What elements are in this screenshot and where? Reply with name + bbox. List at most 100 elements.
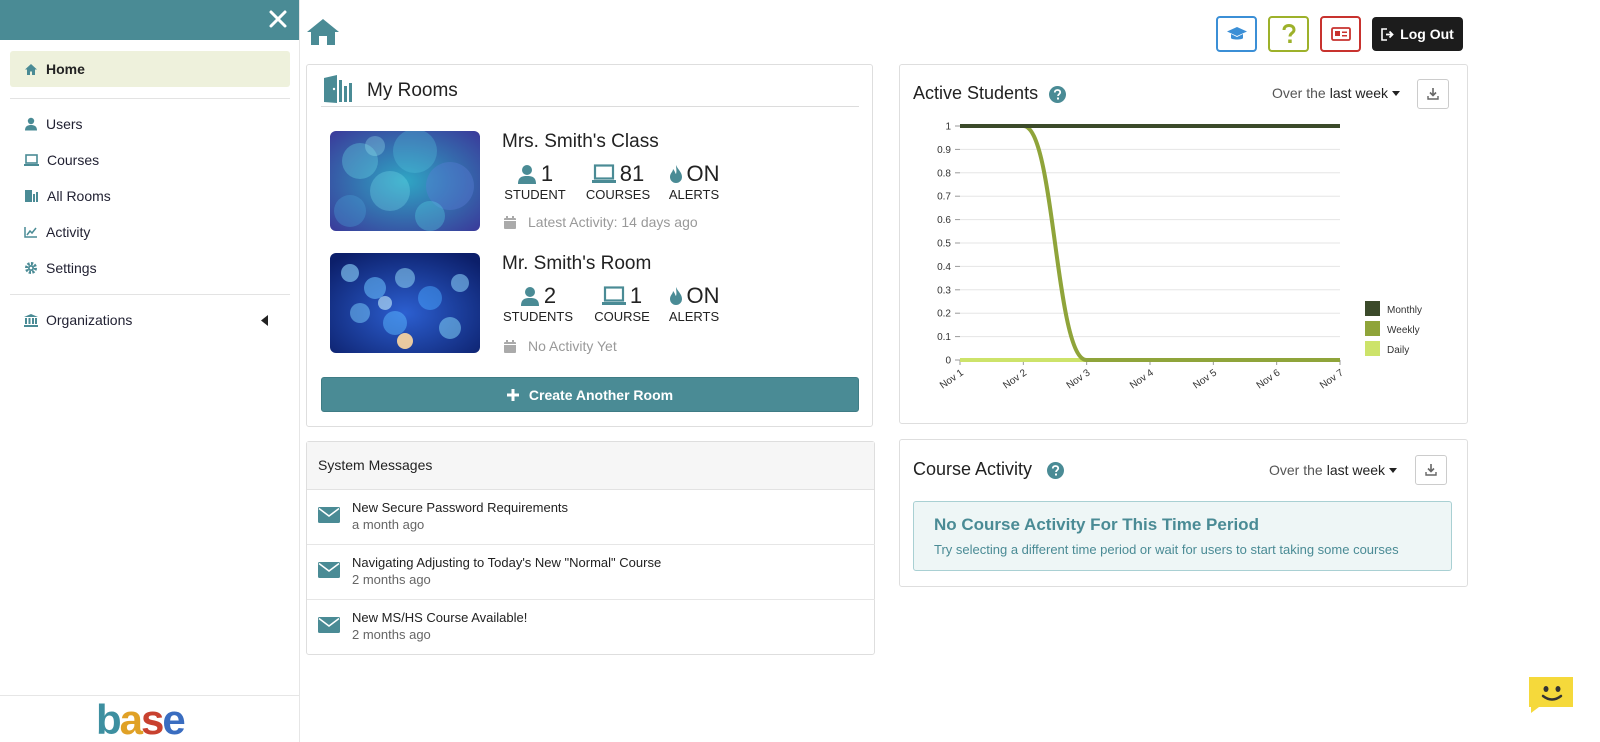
room-thumbnail[interactable] bbox=[330, 253, 480, 353]
profile-card-button[interactable] bbox=[1320, 16, 1361, 52]
legend-swatch bbox=[1365, 301, 1380, 316]
base-logo: base bbox=[96, 701, 186, 741]
user-icon bbox=[25, 117, 37, 131]
sidebar: Home Users Courses All Rooms Activity Se… bbox=[0, 0, 300, 742]
home-icon[interactable] bbox=[306, 17, 340, 47]
door-icon bbox=[25, 190, 38, 202]
fire-icon bbox=[669, 287, 682, 305]
sidebar-item-all-rooms[interactable]: All Rooms bbox=[10, 178, 290, 214]
courses-stat: 81 COURSES bbox=[585, 161, 651, 202]
legend-label: Monthly bbox=[1387, 305, 1422, 316]
courses-shortcut-button[interactable] bbox=[1216, 16, 1257, 52]
students-stat: 1 STUDENT bbox=[502, 161, 568, 202]
door-icon bbox=[324, 75, 352, 103]
gear-icon bbox=[25, 262, 37, 274]
logout-label: Log Out bbox=[1400, 26, 1454, 42]
sidebar-item-label: Users bbox=[46, 116, 83, 132]
sidebar-item-label: Settings bbox=[46, 260, 97, 276]
legend-swatch bbox=[1365, 341, 1380, 356]
y-tick-label: 1 bbox=[945, 122, 951, 133]
graduation-cap-icon bbox=[1226, 27, 1247, 40]
sidebar-item-label: Home bbox=[46, 61, 85, 77]
message-title: Navigating Adjusting to Today's New "Nor… bbox=[352, 555, 662, 570]
course-activity-title: Course Activity bbox=[913, 459, 1033, 479]
envelope-icon bbox=[318, 562, 340, 578]
chat-widget-button[interactable] bbox=[1525, 673, 1577, 715]
y-tick-label: 0.7 bbox=[937, 192, 951, 203]
bokeh-image bbox=[330, 131, 480, 231]
active-students-range-dropdown[interactable]: Over the last week bbox=[1272, 85, 1401, 101]
download-icon bbox=[1425, 464, 1437, 476]
user-icon bbox=[517, 165, 536, 184]
courses-label: COURSE bbox=[594, 309, 650, 324]
plus-icon bbox=[506, 388, 519, 401]
legend-swatch bbox=[1365, 321, 1380, 336]
course-activity-range-dropdown[interactable]: Over the last week bbox=[1269, 462, 1398, 478]
x-tick-label: Nov 3 bbox=[1065, 367, 1093, 391]
create-room-button[interactable]: Create Another Room bbox=[321, 377, 859, 412]
y-tick-label: 0 bbox=[945, 356, 951, 367]
user-icon bbox=[520, 287, 539, 306]
sidebar-divider bbox=[10, 98, 290, 99]
x-tick-label: Nov 2 bbox=[1001, 367, 1029, 391]
message-item[interactable]: New Secure Password Requirements a month… bbox=[307, 490, 875, 544]
chat-face-icon bbox=[1529, 677, 1573, 713]
room-thumbnail[interactable] bbox=[330, 131, 480, 231]
sidebar-header bbox=[0, 0, 299, 40]
sidebar-item-activity[interactable]: Activity bbox=[10, 214, 290, 250]
students-label: STUDENT bbox=[504, 187, 566, 202]
y-tick-label: 0.3 bbox=[937, 285, 951, 296]
title-divider bbox=[321, 106, 859, 107]
alerts-stat: ON ALERTS bbox=[666, 161, 722, 202]
close-icon bbox=[269, 10, 287, 28]
message-time: 2 months ago bbox=[352, 627, 431, 642]
legend-label: Weekly bbox=[1387, 325, 1420, 336]
sidebar-item-users[interactable]: Users bbox=[10, 106, 290, 142]
id-card-icon bbox=[1330, 27, 1351, 41]
no-activity-alert: No Course Activity For This Time Period … bbox=[913, 501, 1452, 571]
sidebar-item-label: All Rooms bbox=[47, 188, 111, 204]
envelope-icon bbox=[318, 617, 340, 633]
alert-text: Try selecting a different time period or… bbox=[934, 542, 1399, 557]
laptop-icon bbox=[24, 153, 39, 166]
students-stat: 2 STUDENTS bbox=[500, 283, 576, 324]
sidebar-item-organizations[interactable]: Organizations bbox=[10, 302, 290, 338]
y-tick-label: 0.6 bbox=[937, 215, 951, 226]
help-circle-icon[interactable] bbox=[1047, 462, 1064, 479]
sidebar-item-home[interactable]: Home bbox=[10, 51, 290, 87]
message-item[interactable]: New MS/HS Course Available! 2 months ago bbox=[307, 599, 875, 653]
help-circle-icon[interactable] bbox=[1049, 86, 1066, 103]
calendar-icon bbox=[504, 339, 516, 353]
sidebar-item-courses[interactable]: Courses bbox=[10, 142, 290, 178]
courses-label: COURSES bbox=[585, 187, 651, 202]
help-button[interactable] bbox=[1268, 16, 1309, 52]
sidebar-item-settings[interactable]: Settings bbox=[10, 250, 290, 286]
x-tick-label: Nov 1 bbox=[938, 367, 966, 391]
alerts-label: ALERTS bbox=[668, 309, 720, 324]
logout-button[interactable]: Log Out bbox=[1372, 17, 1463, 51]
download-button[interactable] bbox=[1415, 455, 1447, 485]
message-time: 2 months ago bbox=[352, 572, 431, 587]
laptop-icon bbox=[591, 164, 616, 183]
room-activity: No Activity Yet bbox=[504, 338, 617, 354]
legend-label: Daily bbox=[1387, 345, 1409, 356]
room-name[interactable]: Mrs. Smith's Class bbox=[502, 131, 659, 152]
caret-left-icon bbox=[261, 315, 268, 326]
download-icon bbox=[1427, 88, 1439, 100]
my-rooms-title: My Rooms bbox=[367, 80, 458, 101]
y-tick-label: 0.4 bbox=[937, 262, 951, 273]
x-tick-label: Nov 5 bbox=[1191, 367, 1219, 391]
sidebar-divider bbox=[10, 294, 290, 295]
x-tick-label: Nov 6 bbox=[1255, 367, 1283, 391]
sidebar-item-label: Organizations bbox=[46, 312, 133, 328]
message-item[interactable]: Navigating Adjusting to Today's New "Nor… bbox=[307, 544, 875, 598]
download-button[interactable] bbox=[1417, 79, 1449, 109]
svg-text:base: base bbox=[96, 701, 184, 741]
sign-out-icon bbox=[1381, 27, 1394, 41]
room-name[interactable]: Mr. Smith's Room bbox=[502, 253, 652, 274]
close-sidebar-button[interactable] bbox=[267, 8, 289, 30]
y-tick-label: 0.1 bbox=[937, 332, 951, 343]
y-tick-label: 0.8 bbox=[937, 168, 951, 179]
courses-stat: 1 COURSE bbox=[590, 283, 654, 324]
messages-header bbox=[307, 442, 874, 490]
